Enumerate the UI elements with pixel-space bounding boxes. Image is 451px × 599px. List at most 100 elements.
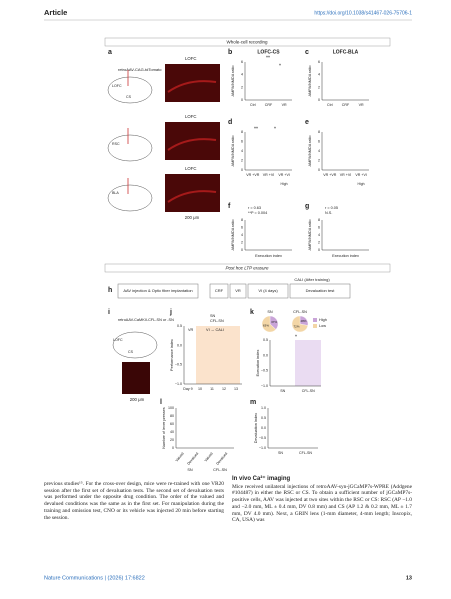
group-label: SN	[187, 468, 193, 472]
histology-signal	[167, 138, 217, 151]
y-tick-label: 8	[241, 130, 243, 134]
phase-label: VR	[188, 328, 194, 332]
y-axis-label: Devaluation Index	[254, 413, 258, 443]
timeline-step: VR	[235, 288, 241, 293]
panel-letter: f	[228, 203, 231, 210]
group-label: CFL-SN	[213, 468, 227, 472]
x-tick-label: SN	[280, 389, 285, 393]
group-note: High	[281, 182, 288, 186]
y-tick-label: 8	[241, 218, 243, 222]
panel-letter: i	[108, 309, 110, 316]
y-tick-label: −1.0	[175, 382, 182, 386]
significance: **	[266, 55, 270, 61]
stat-label: r = 0.05	[325, 206, 338, 210]
stat-label: N.S.	[325, 211, 332, 215]
legend-label: CFL-SN	[210, 319, 224, 323]
virus-label: retroAAV-CAG-tdTomato	[118, 67, 162, 72]
y-tick-label: 6	[241, 225, 243, 229]
y-axis-label: Performance index	[170, 339, 174, 371]
timeline-box	[229, 283, 247, 299]
y-tick-label: 2	[241, 158, 243, 162]
phase-shade	[196, 326, 240, 384]
panel-letter: m	[250, 399, 256, 406]
y-tick-label: 0.0	[261, 426, 266, 430]
y-tick-label: 2	[241, 85, 243, 89]
y-tick-label: 0	[172, 446, 174, 450]
region-label: BLA	[112, 191, 119, 195]
histology-signal	[167, 80, 217, 93]
image-label: LOFC	[185, 114, 196, 119]
y-tick-label: 6	[318, 139, 320, 143]
significance: *	[295, 334, 297, 340]
x-tick-label: 13	[234, 387, 238, 391]
pie-title: CFL-SN	[293, 310, 307, 314]
brain-schematic	[107, 134, 153, 162]
y-axis-label: Execution index	[256, 349, 260, 376]
y-tick-label: 2	[318, 85, 320, 89]
doi-link[interactable]: https://doi.org/10.1038/s41467-026-75706…	[314, 10, 412, 16]
y-axis-label: AMPA/NMDA ratio	[308, 220, 312, 251]
x-tick-label: Day 9	[183, 387, 192, 391]
brain-schematic	[107, 76, 153, 104]
y-tick-label: 2	[241, 240, 243, 244]
y-axis-label: AMPA/NMDA ratio	[308, 136, 312, 167]
y-tick-label: 6	[318, 60, 320, 64]
panel-letter: l	[160, 399, 162, 406]
timeline-step: CRF	[215, 288, 224, 293]
y-tick-label: 4	[241, 149, 243, 153]
y-tick-label: 0.5	[261, 416, 266, 420]
pie-label: 63%	[263, 324, 269, 328]
section-bar	[104, 263, 391, 273]
x-tick-label: 11	[210, 387, 214, 391]
phase-label: VI → CALI	[206, 328, 224, 332]
pie-label: 28%	[300, 319, 306, 323]
y-tick-label: 60	[170, 422, 174, 426]
x-tick-label: CRF	[342, 103, 350, 107]
y-axis-label: AMPA/NMDA ratio	[231, 220, 235, 251]
y-axis-label: AMPA/NMDA ratio	[308, 66, 312, 97]
x-tick-label: Devalued	[186, 452, 199, 466]
y-tick-label: −1.0	[259, 446, 266, 450]
y-tick-label: 0	[241, 98, 243, 102]
y-tick-label: 4	[318, 73, 320, 77]
y-axis-label: AMPA/NMDA ratio	[231, 136, 235, 167]
right-paragraph: Mice received unilateral injections of r…	[232, 483, 412, 524]
y-axis-label: Number of lever presses	[162, 407, 166, 448]
x-tick-label: VR +VI	[355, 173, 367, 177]
timeline-box	[209, 283, 229, 299]
legend-swatch	[313, 318, 317, 322]
pie-slice	[261, 315, 277, 333]
brain-schematic	[107, 184, 153, 212]
group-note: High	[358, 182, 365, 186]
pie-slice	[291, 315, 309, 333]
section-heading: In vivo Ca²⁺ imaging	[232, 476, 291, 482]
panel-letter: c	[305, 49, 309, 56]
y-tick-label: 6	[318, 225, 320, 229]
panel-letter: d	[228, 119, 232, 126]
section-bar	[104, 37, 391, 47]
legend-label: Low	[319, 324, 326, 328]
legend-label: SN	[210, 314, 216, 318]
y-tick-label: 0	[318, 168, 320, 172]
y-tick-label: 1.0	[261, 406, 266, 410]
panel-title: LOFC-CS	[257, 49, 280, 55]
x-tick-label: Valued	[175, 452, 185, 463]
y-tick-label: 8	[318, 218, 320, 222]
section-title: Post hoc LTP erasure	[225, 265, 269, 270]
y-tick-label: 4	[241, 73, 243, 77]
article-label: Article	[44, 8, 67, 17]
y-tick-label: 0	[318, 248, 320, 252]
y-tick-label: 6	[241, 139, 243, 143]
x-tick-label: Devalued	[215, 452, 228, 466]
y-tick-label: 6	[241, 60, 243, 64]
y-tick-label: 0.5	[263, 338, 268, 342]
stat-label: r = 0.63	[248, 206, 261, 210]
y-tick-label: −0.5	[261, 369, 268, 373]
x-tick-label: VR +VI	[263, 173, 275, 177]
legend-swatch	[313, 324, 317, 328]
panel-letter: b	[228, 49, 232, 56]
timeline-box	[247, 283, 289, 299]
region-label: RSC	[112, 142, 120, 146]
